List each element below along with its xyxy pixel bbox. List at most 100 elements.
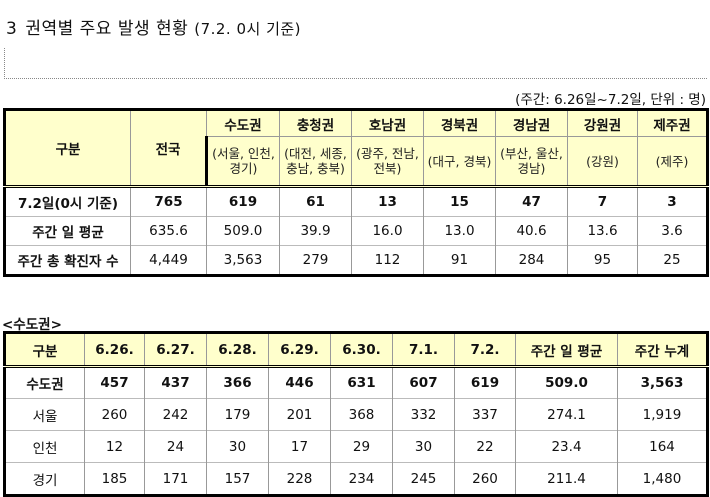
region-name: 수도권 [206,109,280,137]
cell-value: 30 [392,430,455,463]
region-areas: (강원) [567,136,638,187]
table-row: 서울 260 242 179 201 368 332 337 274.1 1,9… [3,398,709,431]
unit-note: (주간: 6.26일~7.2일, 단위 : 명) [515,92,706,108]
region-name: 강원권 [567,109,638,137]
cell-value: 765 [130,185,207,217]
cell-value: 3,563 [617,365,709,399]
column-header: 6.26. [84,332,145,367]
cell-value: 61 [279,185,352,217]
region-name: 호남권 [351,109,424,137]
section-number: 3 [6,19,18,39]
cell-value: 607 [392,365,455,399]
column-header: 6.29. [268,332,331,367]
capital-region-table: 구분 6.26. 6.27. 6.28. 6.29. 6.30. 7.1. 7.… [3,331,709,497]
table-row: 주간 총 확진자 수 4,449 3,563 279 112 91 284 95… [3,245,709,276]
table-row: 수도권 457 437 366 446 631 607 619 509.0 3,… [3,365,709,399]
region-areas: (광주, 전남, 전북) [351,136,424,187]
cell-value: 619 [454,365,516,399]
cell-value: 3.6 [637,216,709,246]
column-header: 주간 누계 [617,332,709,367]
column-header: 6.28. [206,332,269,367]
cell-value: 13 [351,185,424,217]
cell-value: 284 [495,245,568,276]
cell-value: 29 [330,430,393,463]
cell-value: 1,919 [617,398,709,431]
table-row: 인천 12 24 30 17 29 30 22 23.4 164 [3,430,709,463]
cell-value: 3,563 [206,245,280,276]
column-header: 6.27. [144,332,207,367]
cell-value: 16.0 [351,216,424,246]
cell-value: 30 [206,430,269,463]
cell-value: 228 [268,462,331,496]
title-text: 권역별 주요 발생 현황 [25,19,189,39]
cell-value: 368 [330,398,393,431]
region-areas: (대구, 경북) [423,136,496,187]
region-name: 경북권 [423,109,496,137]
capital-region-label: <수도권> [2,317,62,333]
cell-value: 1,480 [617,462,709,496]
cell-value: 201 [268,398,331,431]
cell-value: 242 [144,398,207,431]
row-label: 인천 [3,430,85,463]
dotted-box [4,48,707,79]
cell-value: 17 [268,430,331,463]
table-row: 7.2일(0시 기준) 765 619 61 13 15 47 7 3 [3,185,709,217]
cell-value: 260 [454,462,516,496]
row-label: 주간 총 확진자 수 [3,245,131,276]
cell-value: 332 [392,398,455,431]
cell-value: 179 [206,398,269,431]
cell-value: 274.1 [515,398,618,431]
cell-value: 437 [144,365,207,399]
cell-value: 13.6 [567,216,638,246]
cell-value: 260 [84,398,145,431]
cell-value: 366 [206,365,269,399]
cell-value: 619 [206,185,280,217]
page-title: 3 권역별 주요 발생 현황 (7.2. 0시 기준) [6,14,301,39]
cell-value: 23.4 [515,430,618,463]
cell-value: 171 [144,462,207,496]
cell-value: 13.0 [423,216,496,246]
cell-value: 12 [84,430,145,463]
cell-value: 234 [330,462,393,496]
cell-value: 185 [84,462,145,496]
column-header: 구분 [3,332,85,367]
table-row: 주간 일 평균 635.6 509.0 39.9 16.0 13.0 40.6 … [3,216,709,246]
cell-value: 15 [423,185,496,217]
regional-summary-table: 구분 전국 수도권 충청권 호남권 경북권 경남권 강원권 제주권 (서울, 인… [3,108,709,277]
cell-value: 7 [567,185,638,217]
cell-value: 279 [279,245,352,276]
row-label: 7.2일(0시 기준) [3,185,131,217]
table1-corner: 구분 [3,109,131,187]
table1-national-header: 전국 [130,109,207,187]
column-header: 주간 일 평균 [515,332,618,367]
column-header: 7.1. [392,332,455,367]
cell-value: 4,449 [130,245,207,276]
cell-value: 509.0 [206,216,280,246]
cell-value: 337 [454,398,516,431]
cell-value: 635.6 [130,216,207,246]
row-label: 경기 [3,462,85,496]
cell-value: 91 [423,245,496,276]
cell-value: 3 [637,185,709,217]
cell-value: 245 [392,462,455,496]
region-areas: (제주) [637,136,709,187]
cell-value: 112 [351,245,424,276]
cell-value: 22 [454,430,516,463]
cell-value: 509.0 [515,365,618,399]
cell-value: 457 [84,365,145,399]
table-header-row: 구분 6.26. 6.27. 6.28. 6.29. 6.30. 7.1. 7.… [3,332,709,367]
row-label: 수도권 [3,365,85,399]
cell-value: 164 [617,430,709,463]
cell-value: 157 [206,462,269,496]
cell-value: 211.4 [515,462,618,496]
table-row: 경기 185 171 157 228 234 245 260 211.4 1,4… [3,462,709,496]
region-areas: (서울, 인천, 경기) [205,136,280,187]
region-areas: (대전, 세종, 충남, 충북) [279,136,352,187]
cell-value: 631 [330,365,393,399]
cell-value: 446 [268,365,331,399]
row-label: 주간 일 평균 [3,216,131,246]
cell-value: 24 [144,430,207,463]
column-header: 7.2. [454,332,516,367]
cell-value: 47 [495,185,568,217]
title-subtitle: (7.2. 0시 기준) [194,20,302,38]
